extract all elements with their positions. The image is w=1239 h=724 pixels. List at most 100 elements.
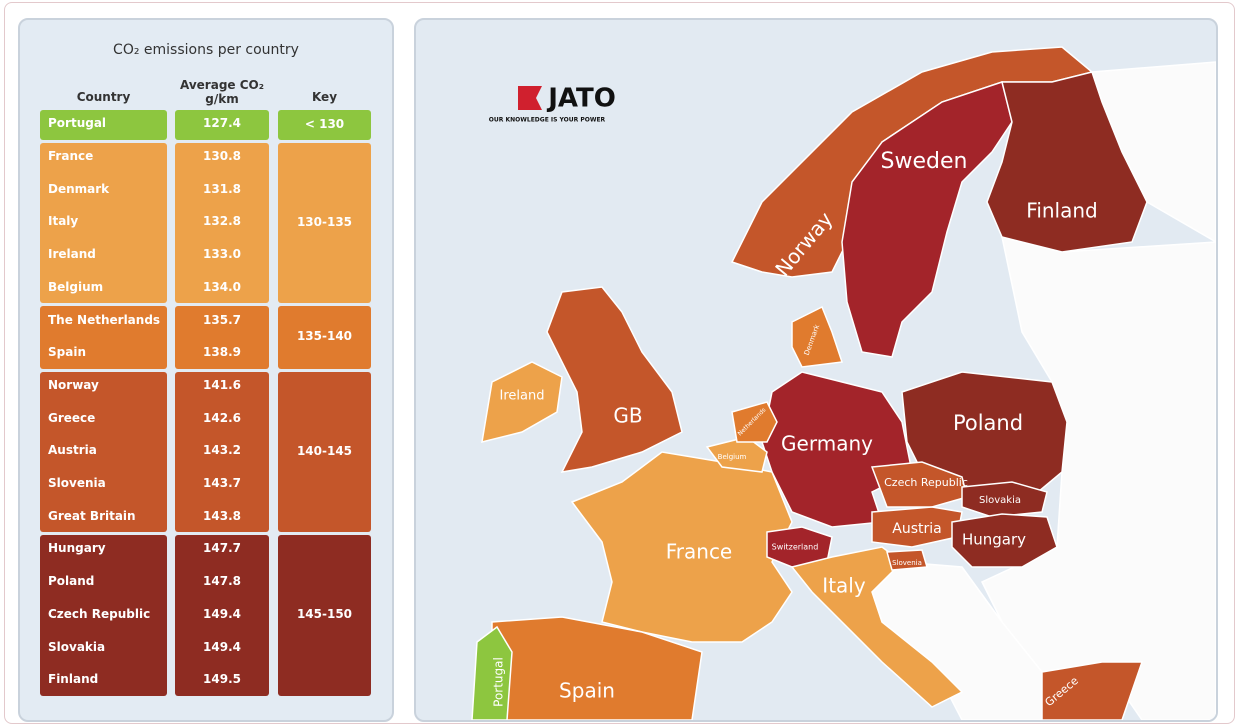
country: Great Britain — [48, 508, 136, 523]
emission-value: 130.8 — [203, 149, 241, 164]
emission-value: 147.8 — [203, 574, 241, 589]
emission-value: 131.8 — [203, 181, 241, 196]
group-cell — [278, 306, 371, 369]
gb — [546, 286, 683, 473]
key-label: 140-145 — [296, 443, 353, 458]
group-cell — [278, 535, 371, 696]
tagline: OUR KNOWLEDGE IS YOUR POWER — [489, 117, 606, 124]
table-panel: CO₂ emissions per country Country Average… — [18, 18, 394, 722]
labels: SwedenFinlandNorwayIrelandGBGermanyPolan… — [492, 149, 1098, 709]
emission-value: 142.6 — [203, 410, 241, 425]
country: Czech Republic — [48, 606, 151, 621]
logo: JATO — [546, 84, 616, 114]
country: Ireland — [48, 247, 96, 262]
country: Poland — [48, 574, 95, 589]
column-header: Key — [311, 90, 338, 104]
slovenia — [886, 549, 928, 571]
emission-value: 149.5 — [203, 672, 241, 687]
group-cell — [175, 535, 269, 696]
emission-value: 143.8 — [203, 508, 241, 523]
country-label: GB — [613, 404, 642, 428]
group-cell — [278, 371, 371, 533]
country: Norway — [48, 377, 99, 392]
group-cell — [278, 142, 371, 304]
country: Belgium — [48, 279, 104, 294]
sweden — [841, 81, 1013, 358]
ireland — [481, 361, 563, 444]
country-label: Ireland — [500, 389, 545, 404]
country-label: Italy — [822, 574, 866, 598]
finland — [986, 71, 1148, 253]
country-label: Germany — [781, 432, 873, 456]
emission-value: 147.7 — [203, 541, 241, 556]
country: Greece — [48, 410, 96, 425]
group-cell — [40, 371, 167, 533]
country-label: Hungary — [962, 531, 1026, 549]
group-cell — [175, 371, 269, 533]
country-label: Austria — [892, 521, 941, 537]
map: JATO OUR KNOWLEDGE IS YOUR POWER Sweden F… — [471, 46, 1216, 720]
country: Finland — [48, 672, 99, 687]
emission-value: 149.4 — [203, 639, 241, 654]
country-label: Sweden — [881, 149, 968, 174]
key-label: 145-150 — [296, 607, 353, 622]
emission-value: 134.0 — [203, 279, 241, 294]
country-label: Spain — [559, 679, 615, 703]
germany — [761, 371, 913, 528]
france — [570, 451, 793, 643]
emission-value: 135.7 — [203, 312, 241, 327]
country: Spain — [48, 345, 86, 360]
emission-value: 127.4 — [203, 116, 241, 131]
other-land — [980, 235, 1216, 720]
emission-value: 149.4 — [203, 606, 241, 621]
land — [471, 46, 1216, 720]
group-cell — [40, 535, 167, 696]
country-label: France — [666, 540, 733, 564]
netherlands — [731, 401, 778, 443]
key-label: 135-140 — [296, 329, 353, 344]
country-label: Poland — [953, 411, 1023, 435]
group-cell — [278, 110, 371, 140]
country: Denmark — [48, 181, 110, 196]
country: Italy — [48, 214, 79, 229]
country: Hungary — [48, 541, 106, 556]
table-title: CO₂ emissions per country — [113, 42, 299, 58]
page: CO₂ emissions per country Country Average… — [4, 2, 1235, 724]
group-cell — [175, 142, 269, 304]
country-label: Czech Republic — [884, 476, 968, 489]
column-header: Average CO₂ g/km — [179, 78, 264, 106]
poland — [901, 371, 1068, 498]
hungary — [951, 513, 1058, 568]
country-label: Switzerland — [772, 543, 819, 552]
country: Austria — [48, 443, 97, 458]
country: Slovenia — [48, 476, 106, 491]
spain — [491, 616, 703, 720]
column-header: Country — [76, 90, 131, 104]
emission-value: 141.6 — [203, 377, 241, 392]
country: The Netherlands — [48, 312, 161, 327]
emission-value: 138.9 — [203, 345, 241, 360]
country-label: Belgium — [718, 453, 747, 461]
emission-value: 132.8 — [203, 214, 241, 229]
emission-value: 143.7 — [203, 476, 241, 491]
country: Slovakia — [48, 639, 106, 654]
map-panel: JATO OUR KNOWLEDGE IS YOUR POWER Sweden F… — [414, 18, 1218, 722]
key-label: 130-135 — [296, 214, 353, 229]
denmark — [791, 305, 844, 368]
country: France — [48, 149, 94, 164]
logo-icon — [518, 86, 542, 110]
group-cell — [40, 142, 167, 304]
country-label: Finland — [1026, 199, 1097, 223]
emission-value: 133.0 — [203, 247, 241, 262]
emission-value: 143.2 — [203, 443, 241, 458]
group-cell — [175, 110, 269, 140]
italy — [790, 546, 964, 708]
slovakia — [961, 481, 1048, 518]
country-label: Slovenia — [892, 559, 922, 567]
group-cell — [40, 110, 167, 140]
group-cell — [40, 306, 167, 369]
country-label: Portugal — [492, 657, 506, 707]
country: Portugal — [48, 116, 107, 131]
group-cell — [175, 306, 269, 369]
country-label: Slovakia — [979, 495, 1021, 506]
